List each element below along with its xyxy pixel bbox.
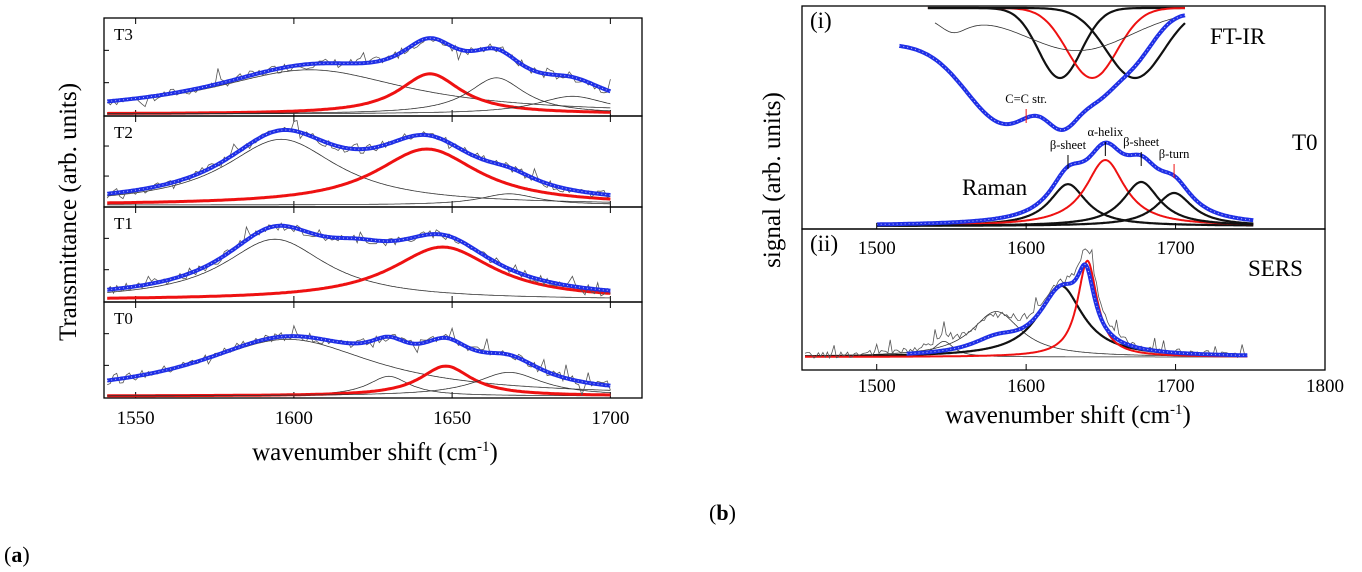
chart-a-ylabel: Transmittance (arb. units) (55, 83, 82, 341)
series-component (107, 238, 611, 299)
series-fit-sum (107, 128, 611, 198)
chart-b-xlabel: wavenumber shift (cm-1) (945, 402, 1191, 429)
peak-annotation: β-sheet (1123, 135, 1160, 149)
panel-frame (103, 115, 643, 208)
x-tick-label: 1550 (117, 408, 155, 429)
panel-label: T3 (114, 25, 133, 44)
caption-b-letter: b (716, 500, 728, 525)
series-raw-data (106, 222, 611, 297)
series-fit-sum (107, 223, 611, 293)
panel-t2: T2 (103, 115, 643, 208)
raman-fit-sum (876, 140, 1254, 227)
chart-a-ylabel-text: Transmittance (arb. units) (55, 83, 82, 341)
series-highlighted-component (107, 72, 611, 115)
peak-annotation: α-helix (1087, 125, 1123, 139)
raman-label: Raman (962, 175, 1028, 200)
raman-component (876, 180, 1254, 227)
inner-x-tick-label: 1700 (1157, 238, 1195, 259)
series-component (107, 69, 611, 109)
ftir-label: FT-IR (1210, 24, 1266, 49)
ftir-fit-sum (898, 13, 1186, 133)
raman-component (876, 191, 1254, 227)
ftir-component (927, 6, 1186, 80)
series-highlighted-component (107, 245, 611, 300)
sers-component (805, 284, 1248, 358)
caption-a-letter: a (11, 542, 22, 567)
panel-label: (i) (810, 8, 832, 33)
panel-frame (801, 228, 1326, 371)
inner-x-tick-label: 1600 (1007, 238, 1045, 259)
caption-b: (b) (709, 500, 736, 525)
x-tick-label: 1650 (433, 408, 471, 429)
panel-t0: T0 (103, 301, 643, 399)
series-fit-sum-dots (107, 37, 611, 102)
chart-a-xlabel: wavenumber shift (cm-1) (252, 439, 498, 466)
series-raw-data (106, 119, 611, 200)
ftir-highlighted-component (927, 7, 1185, 80)
sers-component (805, 311, 1248, 357)
sers-fit-sum-dots (906, 263, 1248, 356)
panel-label: T1 (114, 214, 133, 233)
x-tick-label: 1700 (591, 408, 629, 429)
peak-annotation: β-sheet (1050, 138, 1087, 152)
chart-b-ylabel-text: signal (arb. units) (759, 92, 786, 268)
panel-label: (ii) (810, 231, 838, 256)
inner-x-tick-label: 1500 (858, 238, 896, 259)
series-fit-sum (107, 36, 612, 104)
x-tick-label: 1600 (275, 408, 313, 429)
series-component (107, 193, 611, 206)
panel-label: T2 (114, 123, 133, 142)
ftir-component (934, 15, 1186, 51)
panel-i: (i) FT-IR Raman T0 C=C str. β-sheetα-helixβ-s… (801, 5, 1326, 259)
panel-frame (103, 301, 643, 399)
x-tick-label: 1800 (1306, 376, 1344, 397)
peak-annotation: β-turn (1159, 147, 1190, 161)
series-component (107, 95, 611, 115)
x-tick-label: 1700 (1157, 376, 1195, 397)
series-highlighted-component (107, 364, 611, 398)
series-component (107, 372, 611, 397)
ftir-fit-sum-dots (899, 14, 1186, 131)
chart-b-ylabel: signal (arb. units) (759, 92, 786, 268)
panel-ii: (ii) SERS 1500 1600 1700 1800 (801, 228, 1344, 397)
raman-fit-sum-dots (876, 142, 1254, 225)
panel-t1: T1 (103, 206, 643, 303)
caption-a: (a) (4, 542, 30, 567)
x-tick-label: 1600 (1007, 376, 1045, 397)
series-raw-data (107, 324, 611, 397)
peak-annotation: C=C str. (1005, 92, 1047, 106)
chart-a: Transmittance (arb. units) T3 T2 T1 T0 1550… (55, 17, 643, 466)
x-tick-label: 1500 (858, 376, 896, 397)
sers-highlighted-component (805, 259, 1248, 358)
series-highlighted-component (107, 147, 611, 205)
ftir-component (927, 6, 1185, 80)
sample-label: T0 (1292, 130, 1318, 155)
series-fit-sum (106, 334, 611, 388)
panel-label: T0 (114, 309, 133, 328)
series-component (107, 138, 611, 203)
panel-t3: T3 (103, 17, 643, 117)
sers-raw-data (804, 248, 1247, 360)
series-fit-sum-dots (107, 129, 611, 196)
chart-b: signal (arb. units) (i) FT-IR Raman T0 C=C s… (759, 5, 1344, 429)
sers-label: SERS (1248, 256, 1303, 281)
